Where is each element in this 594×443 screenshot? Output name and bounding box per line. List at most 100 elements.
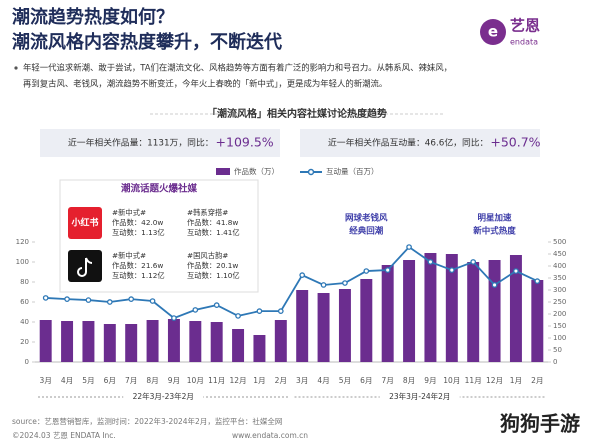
title-line: 潮流趋势热度如何？ [12, 6, 174, 28]
x-tick-label: 12月 [230, 376, 247, 385]
footer-source: source：艺恩营销智库，监测时间：2022年3-2024年2月，监控平台：社… [12, 416, 282, 426]
legend-label: 互动量（百万） [326, 166, 379, 176]
x-tick-label: 12月 [486, 376, 503, 385]
line-point [192, 307, 199, 313]
line-point [448, 267, 455, 273]
line-point [128, 296, 135, 302]
tiktok-icon [77, 257, 93, 277]
logo-glyph: e [488, 23, 498, 41]
inset-item: 互动数：1.10亿 [187, 271, 240, 280]
logo-cn: 艺恩 [510, 17, 540, 35]
line-point [342, 280, 348, 286]
intro-line: 年轻一代追求新潮、敢于尝试，TA们在潮流文化、风格趋势等方面有着广泛的影响力和号… [23, 63, 452, 73]
y2-tick-label: 200 [553, 310, 566, 318]
line-point [277, 308, 284, 314]
bar [274, 320, 287, 362]
x-tick-label: 11月 [465, 376, 482, 385]
inset-item: #新中式# [112, 251, 146, 260]
inset-title: 潮流话题火爆社媒 [121, 183, 198, 195]
bar [531, 280, 544, 362]
x-tick-label: 10月 [443, 376, 460, 385]
bar [61, 321, 74, 362]
x-tick-label: 5月 [82, 376, 94, 385]
chart-title: 「潮流风格」相关内容社媒讨论热度趋势 [207, 107, 387, 120]
line-point [85, 297, 92, 303]
x-tick-label: 7月 [382, 376, 394, 385]
y-tick-label: 80 [20, 278, 29, 286]
bar [210, 322, 223, 362]
x-tick-label: 8月 [403, 376, 415, 385]
stat-label: 近一年相关作品互动量：46.6亿，同比： [328, 137, 488, 149]
bar [146, 320, 159, 362]
stat-box [300, 129, 540, 157]
logo-en: endata [510, 38, 538, 47]
y2-tick-label: 400 [553, 262, 566, 270]
legend-swatch [307, 168, 315, 176]
y2-tick-label: 0 [553, 358, 557, 366]
line-point [363, 268, 370, 274]
stat-label: 近一年相关作品量：1131万，同比： [68, 137, 214, 149]
x-tick-label: 4月 [317, 376, 329, 385]
bar [82, 321, 95, 362]
inset-item: 互动数：1.13亿 [112, 228, 165, 237]
y-tick-label: 20 [20, 338, 29, 346]
bar [39, 320, 52, 362]
x-tick-label: 11月 [208, 376, 225, 385]
bar [381, 265, 394, 362]
inset-item: #新中式# [112, 208, 146, 217]
bar [317, 293, 330, 362]
x-tick-label: 9月 [424, 376, 436, 385]
inset-item: 互动数：1.41亿 [187, 228, 240, 237]
x-tick-label: 1月 [510, 376, 522, 385]
bar [189, 321, 202, 362]
y2-tick-label: 450 [553, 250, 566, 258]
y-tick-label: 100 [16, 258, 29, 266]
bar [445, 254, 458, 362]
x-tick-label: 4月 [61, 376, 73, 385]
line-point [42, 295, 49, 301]
y-tick-label: 60 [20, 298, 29, 306]
y2-tick-label: 500 [553, 238, 566, 246]
period-label: 22年3月-23年2月 [133, 391, 194, 401]
bar [232, 329, 245, 362]
line-point [256, 308, 263, 314]
bullet [14, 66, 18, 70]
line-series [45, 245, 538, 320]
platform-logo [68, 207, 102, 239]
logo-mark [480, 19, 506, 45]
y2-tick-label: 150 [553, 322, 566, 330]
line-point [406, 244, 412, 250]
y2-tick-label: 250 [553, 298, 566, 306]
x-tick-label: 2月 [531, 376, 543, 385]
line-point [171, 315, 177, 321]
intro-line: 再到复古风、老钱风，潮流趋势不断变迁，今年火上春晚的「新中式」，更是成为年轻人的… [23, 79, 387, 89]
inset-item: #国风古韵# [187, 251, 228, 260]
y-tick-label: 120 [16, 238, 29, 246]
x-tick-label: 8月 [146, 376, 158, 385]
stat-value: +50.7% [490, 135, 540, 150]
bar [424, 253, 437, 362]
line-point [384, 267, 391, 273]
bar [467, 262, 480, 362]
bar [103, 324, 116, 362]
y2-tick-label: 300 [553, 286, 566, 294]
bar [509, 255, 522, 362]
line-point [213, 302, 220, 308]
x-tick-label: 2月 [275, 376, 287, 385]
line-point [299, 272, 306, 278]
line-point [470, 259, 477, 265]
stat-box [40, 129, 280, 157]
bar [167, 319, 180, 362]
x-tick-label: 6月 [360, 376, 372, 385]
x-tick-label: 7月 [125, 376, 137, 385]
period-bg [123, 391, 204, 403]
line-point [320, 282, 327, 288]
annotation: 新中式热度 [473, 226, 516, 237]
legend-swatch [216, 168, 230, 175]
bar [360, 279, 373, 362]
x-tick-label: 1月 [253, 376, 265, 385]
bar [125, 324, 138, 362]
line-point [149, 298, 156, 304]
y2-tick-label: 50 [553, 346, 562, 354]
